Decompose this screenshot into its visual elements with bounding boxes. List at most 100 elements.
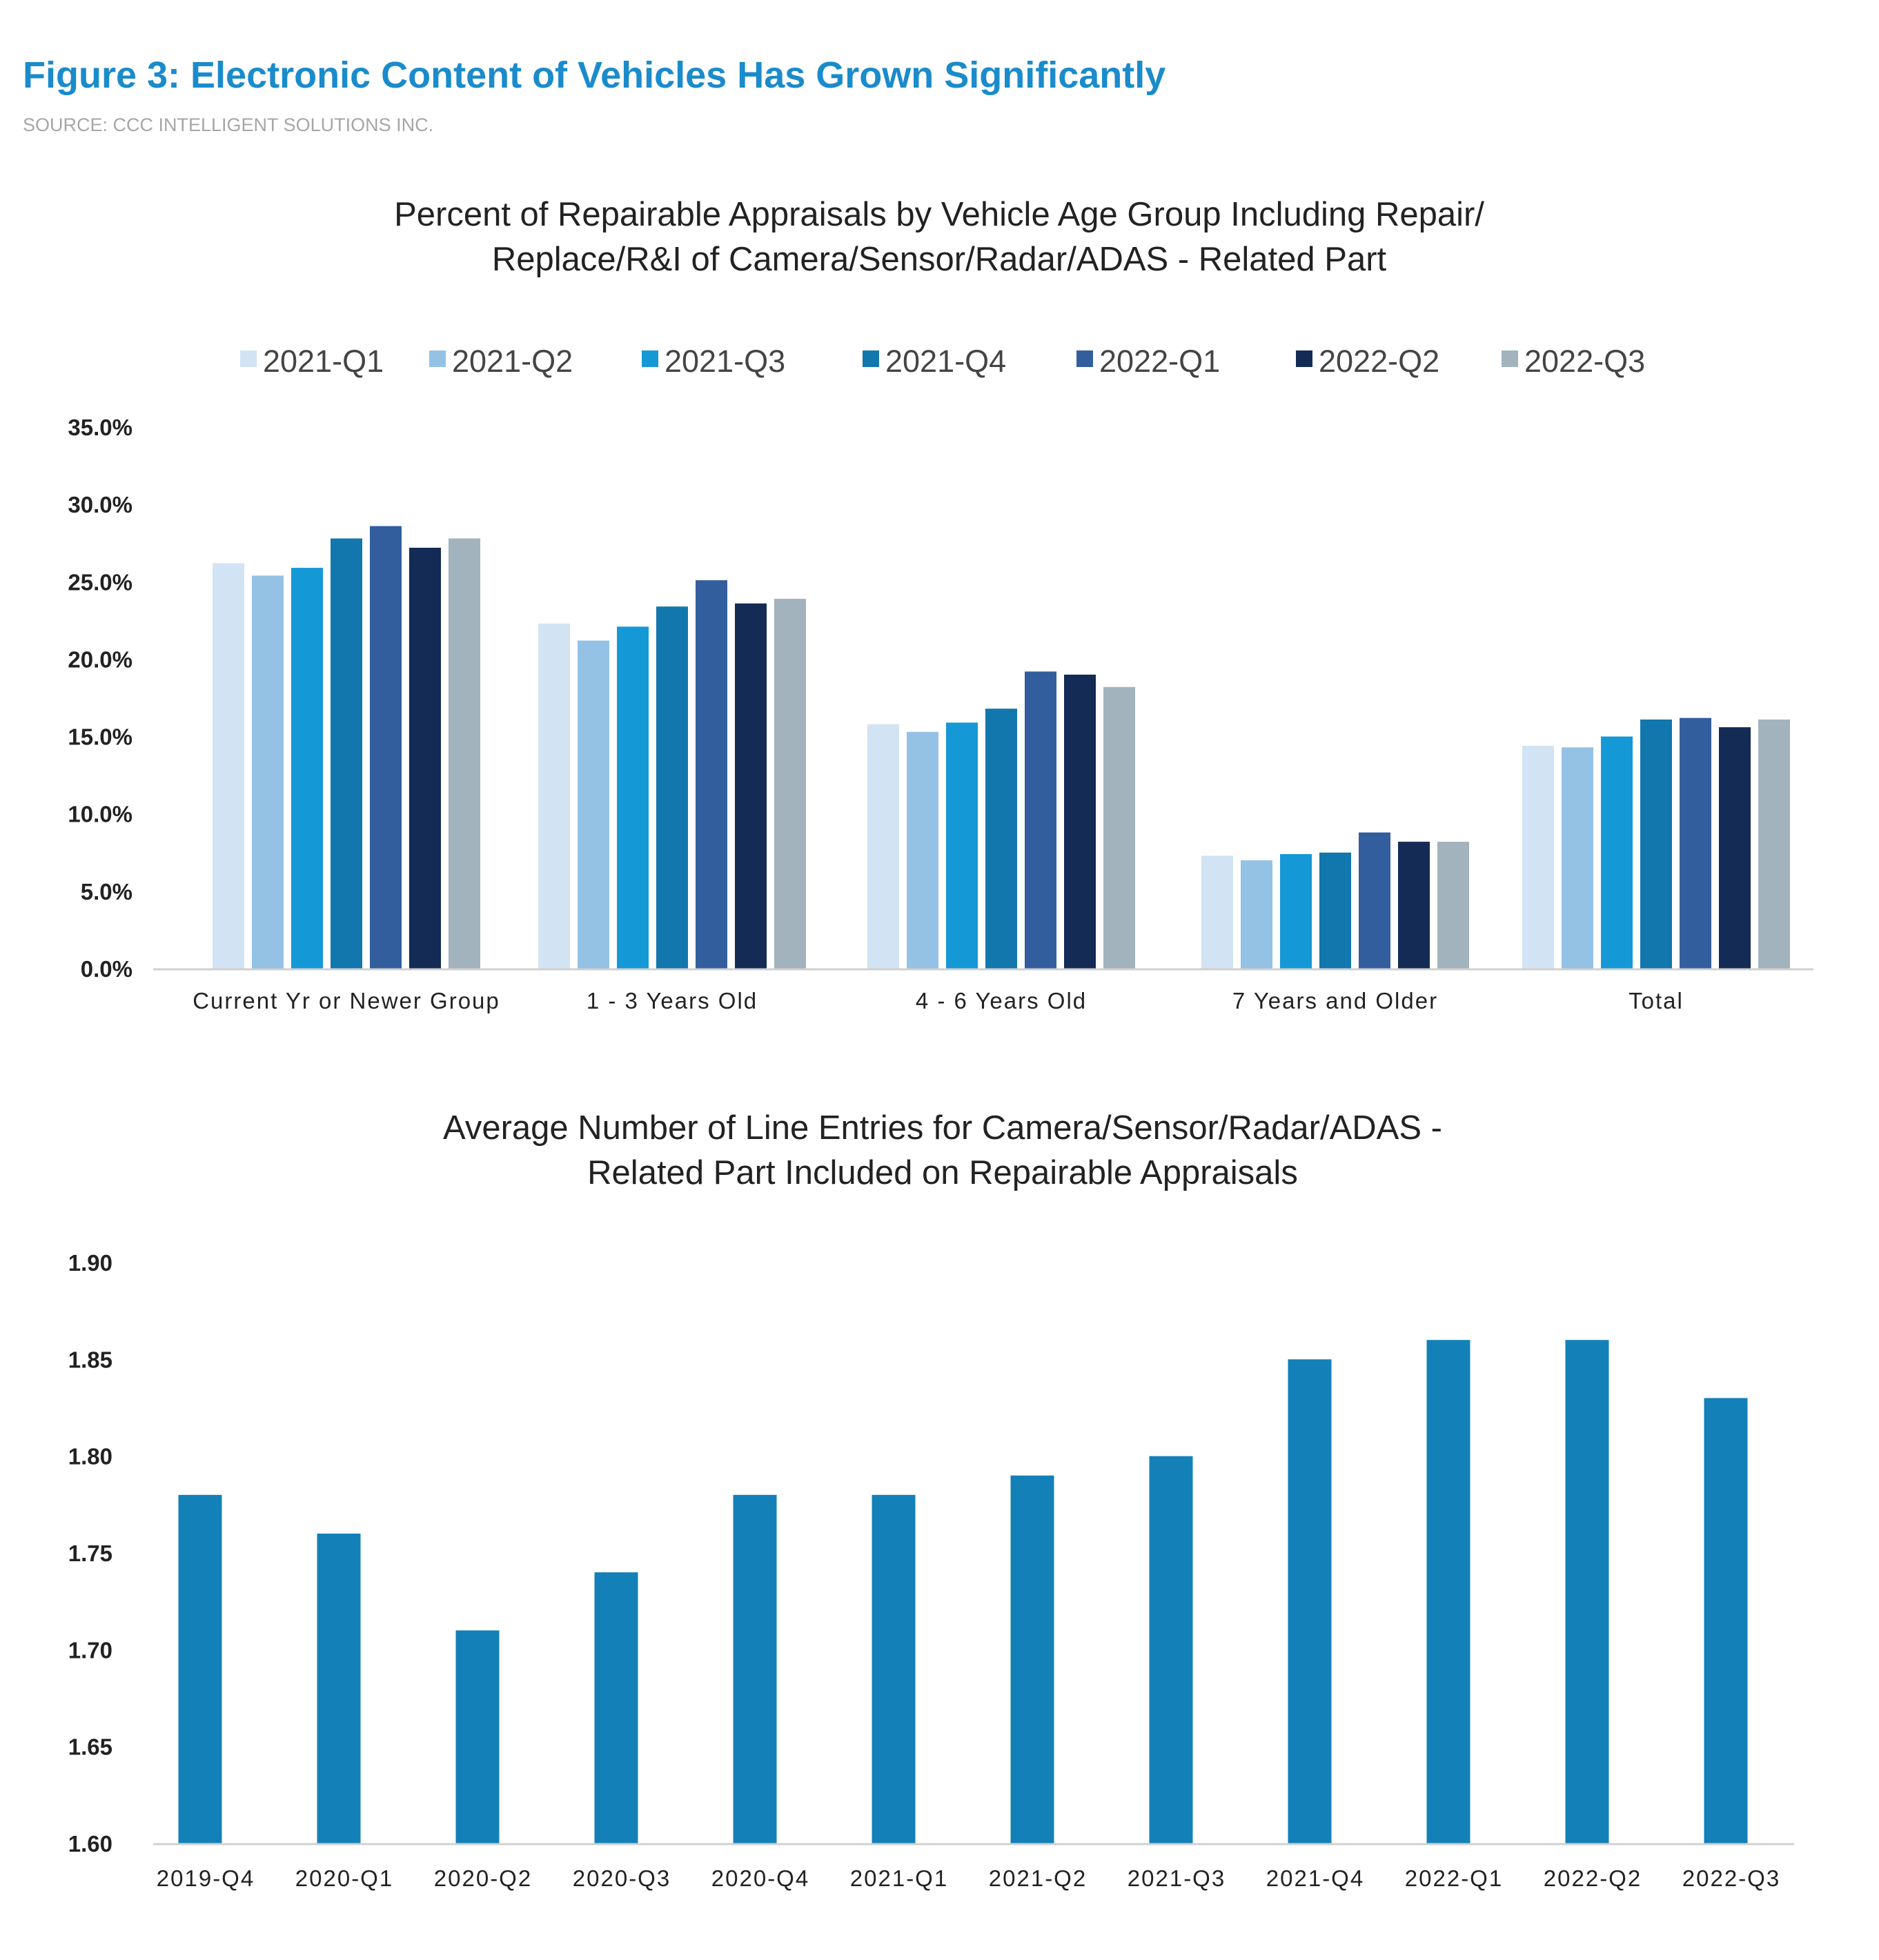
category-label: 2020-Q3 — [573, 1865, 671, 1891]
legend-label: 2021-Q4 — [885, 344, 1006, 379]
y-tick-label: 20.0% — [68, 646, 132, 672]
legend-swatch — [1502, 350, 1518, 367]
category-label: 4 - 6 Years Old — [916, 988, 1087, 1013]
bar — [1319, 852, 1351, 969]
y-tick-label: 1.75 — [68, 1541, 112, 1566]
legend-item: 2022-Q3 — [1502, 344, 1645, 379]
bar — [872, 1494, 916, 1843]
y-tick-label: 0.0% — [81, 956, 132, 982]
chart-2-title-line: Related Part Included on Repairable Appr… — [587, 1154, 1298, 1191]
legend-item: 2022-Q2 — [1296, 344, 1439, 379]
chart-2-title-line: Average Number of Line Entries for Camer… — [443, 1109, 1442, 1147]
legend-label: 2022-Q2 — [1319, 344, 1439, 379]
legend-swatch — [863, 350, 879, 367]
bar — [1426, 1340, 1470, 1843]
bar — [291, 568, 323, 969]
legend-label: 2021-Q1 — [263, 344, 384, 379]
bar — [656, 606, 688, 969]
bar — [1565, 1340, 1609, 1843]
y-tick-label: 35.0% — [68, 415, 132, 440]
category-label: Current Yr or Newer Group — [193, 988, 500, 1013]
bar — [1359, 832, 1390, 969]
legend-swatch — [642, 350, 658, 367]
bar — [1437, 842, 1469, 969]
chart-1-title-line: Percent of Repairable Appraisals by Vehi… — [394, 196, 1484, 233]
legend-item: 2022-Q1 — [1076, 344, 1220, 379]
bar — [1241, 860, 1272, 969]
category-label: 2020-Q4 — [711, 1865, 809, 1891]
bar — [370, 526, 402, 969]
category-label: 7 Years and Older — [1232, 988, 1438, 1013]
legend-label: 2022-Q3 — [1524, 344, 1645, 379]
bar — [1704, 1398, 1748, 1843]
y-tick-label: 15.0% — [68, 724, 132, 750]
bar — [733, 1494, 777, 1843]
legend-item: 2021-Q4 — [863, 344, 1006, 379]
bar — [1025, 671, 1056, 969]
bar — [538, 623, 570, 969]
bar — [1398, 842, 1430, 969]
bar — [449, 538, 480, 969]
category-label: 2022-Q3 — [1682, 1865, 1780, 1891]
bar — [1601, 736, 1633, 969]
category-label: 2022-Q2 — [1544, 1865, 1642, 1891]
legend-swatch — [240, 350, 257, 367]
bar — [1064, 674, 1096, 969]
legend-swatch — [1076, 350, 1093, 367]
bar — [317, 1533, 361, 1843]
bar — [252, 575, 284, 969]
bar — [455, 1630, 500, 1843]
legend-swatch — [1296, 350, 1312, 367]
y-tick-label: 1.70 — [68, 1637, 112, 1663]
bar — [213, 563, 244, 969]
bar — [594, 1572, 638, 1843]
legend-item: 2021-Q2 — [429, 344, 573, 379]
bar — [774, 598, 806, 969]
bar — [1640, 719, 1672, 969]
legend-item: 2021-Q1 — [240, 344, 384, 379]
bar — [1149, 1456, 1193, 1843]
y-tick-label: 10.0% — [68, 802, 132, 827]
bar — [867, 724, 899, 969]
bar — [578, 640, 609, 969]
bar — [1288, 1359, 1332, 1843]
chart-1-title-line: Replace/R&I of Camera/Sensor/Radar/ADAS … — [492, 241, 1387, 278]
y-tick-label: 25.0% — [68, 569, 132, 595]
bar — [1758, 719, 1790, 969]
bar — [907, 731, 938, 969]
category-label: 2019-Q4 — [157, 1865, 255, 1891]
category-label: 2021-Q3 — [1128, 1865, 1226, 1891]
bar — [696, 580, 727, 969]
category-label: Total — [1629, 988, 1684, 1013]
bar — [1280, 854, 1312, 969]
category-label: 2021-Q4 — [1266, 1865, 1364, 1891]
legend-label: 2021-Q3 — [665, 344, 785, 379]
bar — [1680, 717, 1711, 969]
bar — [985, 709, 1017, 969]
y-tick-label: 1.85 — [68, 1347, 112, 1372]
bar — [1201, 855, 1233, 969]
y-tick-label: 5.0% — [81, 879, 132, 904]
category-label: 1 - 3 Years Old — [587, 988, 758, 1013]
bar — [409, 547, 441, 969]
bar — [617, 626, 649, 969]
y-tick-label: 1.65 — [68, 1734, 112, 1760]
legend-label: 2022-Q1 — [1099, 344, 1220, 379]
category-label: 2021-Q2 — [989, 1865, 1087, 1891]
figure-source: SOURCE: CCC INTELLIGENT SOLUTIONS INC. — [23, 115, 434, 135]
legend-swatch — [429, 350, 446, 367]
category-label: 2020-Q2 — [434, 1865, 532, 1891]
y-tick-label: 30.0% — [68, 492, 132, 517]
chart-2: Average Number of Line Entries for Camer… — [68, 1109, 1794, 1891]
bar — [946, 722, 978, 969]
bar — [735, 603, 767, 969]
chart-1: Percent of Repairable Appraisals by Vehi… — [68, 196, 1813, 1013]
category-label: 2022-Q1 — [1405, 1865, 1503, 1891]
category-label: 2020-Q1 — [295, 1865, 393, 1891]
y-tick-label: 1.60 — [68, 1831, 112, 1857]
category-label: 2021-Q1 — [850, 1865, 948, 1891]
bar — [1103, 686, 1135, 969]
bar — [1522, 746, 1554, 969]
bar — [1719, 727, 1751, 969]
